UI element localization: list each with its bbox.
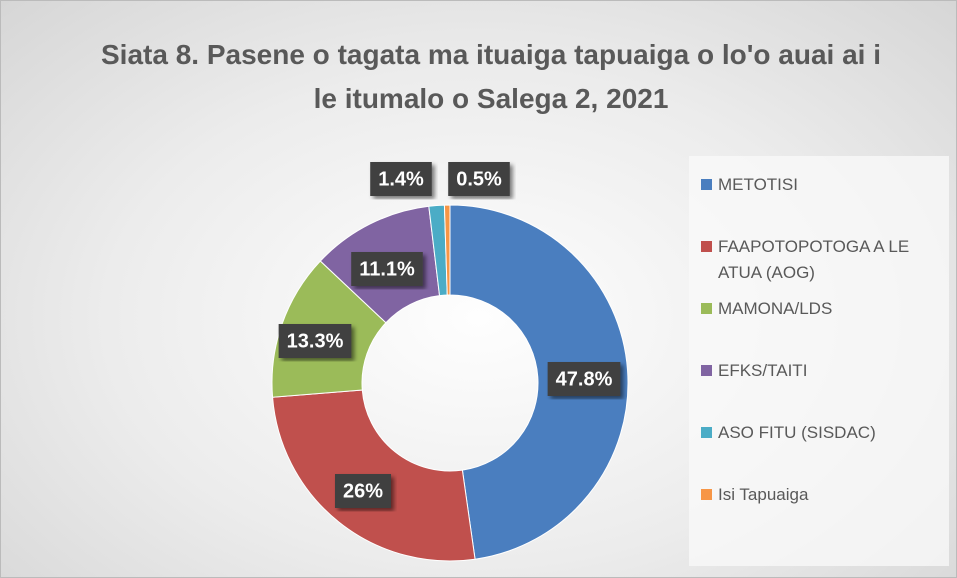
- legend-swatch: [701, 303, 712, 314]
- legend-entry: METOTISI: [701, 172, 941, 198]
- legend-label: FAAPOTOPOTOGA A LE ATUA (AOG): [718, 237, 910, 282]
- legend-swatch: [701, 365, 712, 376]
- chart-title: Siata 8. Pasene o tagata ma ituaiga tapu…: [101, 39, 889, 114]
- data-label: 13.3%: [287, 330, 344, 352]
- slice: [443, 204, 451, 296]
- data-label-box: [278, 324, 352, 358]
- data-label: 47.8%: [556, 368, 613, 390]
- legend-entry: MAMONA/LDS: [701, 296, 941, 322]
- legend-swatch: [701, 489, 712, 500]
- data-label: 11.1%: [359, 258, 415, 280]
- legend-label: MAMONA/LDS: [718, 299, 833, 318]
- slice: [449, 204, 629, 560]
- legend-label: METOTISI: [718, 175, 798, 194]
- data-label: 1.4%: [378, 168, 424, 190]
- legend: METOTISI FAAPOTOPOTOGA A LE ATUA (AOG) MAM…: [689, 156, 949, 566]
- legend-label: Isi Tapuaiga: [718, 485, 809, 504]
- legend-entry: FAAPOTOPOTOGA A LE ATUA (AOG): [701, 234, 941, 286]
- data-label: 26%: [343, 480, 383, 502]
- data-label-box: [370, 162, 432, 196]
- legend-entry: Isi Tapuaiga: [701, 482, 941, 508]
- legend-swatch: [701, 179, 712, 190]
- legend-label: EFKS/TAITI: [718, 361, 808, 380]
- data-label-box: [547, 362, 621, 396]
- data-label: 0.5%: [456, 168, 502, 190]
- legend-label: ASO FITU (SISDAC): [718, 423, 876, 442]
- legend-swatch: [701, 241, 712, 252]
- data-label-box: [351, 252, 423, 286]
- data-label-box: [448, 162, 510, 196]
- legend-swatch: [701, 427, 712, 438]
- data-label-box: [334, 474, 392, 508]
- legend-entry: ASO FITU (SISDAC): [701, 420, 941, 446]
- legend-entry: EFKS/TAITI: [701, 358, 941, 384]
